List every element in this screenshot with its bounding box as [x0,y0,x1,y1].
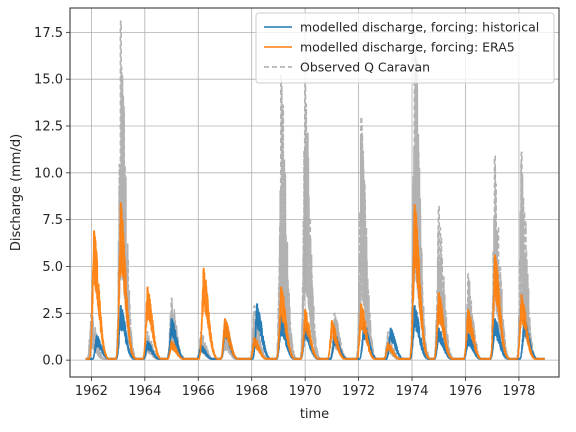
y-axis-label: Discharge (mm/d) [9,134,24,251]
x-tick-label: 1972 [342,384,375,399]
legend-label: modelled discharge, forcing: historical [300,20,539,35]
y-axis-ticks: 0.0 2.5 5.0 7.5 10.0 12.5 15.0 17.5 [34,26,70,369]
x-tick-label: 1974 [395,384,428,399]
y-tick-label: 0.0 [42,354,63,369]
y-tick-label: 12.5 [34,120,63,135]
x-tick-label: 1976 [449,384,482,399]
y-tick-label: 5.0 [42,260,63,275]
y-tick-label: 2.5 [42,307,63,322]
series-lines [85,20,545,360]
x-tick-label: 1968 [235,384,268,399]
x-tick-label: 1978 [502,384,535,399]
y-tick-label: 10.0 [34,166,63,181]
y-tick-label: 17.5 [34,26,63,41]
x-tick-label: 1962 [75,384,108,399]
y-tick-label: 7.5 [42,213,63,228]
x-axis-ticks: 1962 1964 1966 1968 1970 1972 1974 1976 1978 [75,377,535,399]
x-tick-label: 1964 [128,384,161,399]
legend-label: Observed Q Caravan [300,60,430,75]
legend-box [255,12,555,84]
axes-frame [69,7,560,378]
x-axis-label: time [300,407,329,422]
x-tick-label: 1966 [182,384,215,399]
legend: modelled discharge, forcing: historical m… [255,12,555,84]
series-line-1 [85,202,545,360]
y-tick-label: 15.0 [34,73,63,88]
x-tick-label: 1970 [289,384,322,399]
legend-label: modelled discharge, forcing: ERA5 [300,40,515,55]
